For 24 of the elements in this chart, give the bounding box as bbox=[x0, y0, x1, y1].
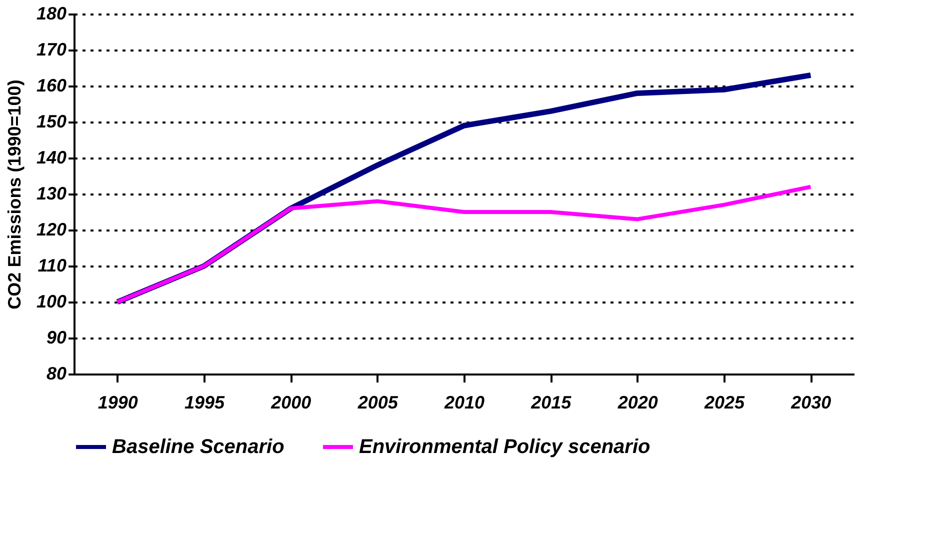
y-axis-title: CO2 Emissions (1990=100) bbox=[4, 80, 24, 310]
y-tick-label: 180 bbox=[36, 4, 66, 24]
y-tick-label: 160 bbox=[36, 76, 66, 96]
y-tick-label: 130 bbox=[36, 184, 66, 204]
y-tick-label: 80 bbox=[46, 364, 66, 384]
x-tick-label: 2025 bbox=[703, 392, 746, 412]
x-tick-label: 2005 bbox=[356, 392, 399, 412]
y-tick-label: 170 bbox=[36, 40, 66, 60]
y-tick-label: 100 bbox=[36, 292, 66, 312]
y-tick-label: 90 bbox=[46, 328, 66, 348]
x-tick-label: 2000 bbox=[270, 392, 312, 412]
y-tick-label: 110 bbox=[38, 256, 66, 276]
x-tick-label: 2015 bbox=[530, 392, 572, 412]
line-series bbox=[115, 184, 813, 304]
x-tick-label: 1995 bbox=[184, 392, 226, 412]
legend-label: Environmental Policy scenario bbox=[359, 436, 650, 458]
x-tick-label: 2010 bbox=[443, 392, 485, 412]
x-tick-label: 1990 bbox=[98, 392, 138, 412]
y-tick-label: 120 bbox=[36, 220, 66, 240]
y-tick-label: 150 bbox=[36, 112, 66, 132]
x-tick-label: 2030 bbox=[790, 392, 832, 412]
x-tick-label: 2020 bbox=[616, 392, 658, 412]
legend-label: Baseline Scenario bbox=[112, 436, 284, 458]
y-tick-label: 140 bbox=[36, 148, 66, 168]
